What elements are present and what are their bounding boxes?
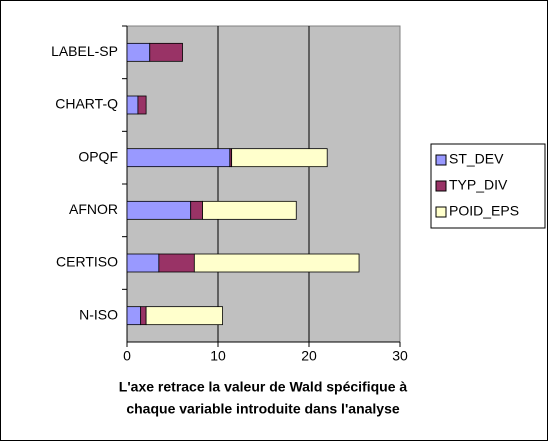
legend-label: POID_EPS (449, 203, 519, 219)
legend-swatch (435, 206, 447, 218)
bar (149, 42, 183, 62)
bar (126, 200, 192, 220)
bar (158, 253, 195, 273)
x-tick-label: 20 (301, 348, 317, 364)
legend-label: ST_DEV (449, 151, 504, 167)
legend-label: TYP_DIV (449, 177, 508, 193)
bar (126, 253, 160, 273)
bar (140, 306, 147, 326)
legend-swatch (435, 154, 447, 166)
bar (126, 148, 231, 168)
x-tick-label: 0 (123, 348, 131, 364)
bar (202, 200, 297, 220)
bar (190, 200, 203, 220)
y-tick-label: LABEL-SP (51, 43, 118, 59)
bar (193, 253, 360, 273)
bar (126, 95, 139, 115)
bar (145, 306, 223, 326)
x-axis-title: chaque variable introduite dans l'analys… (126, 401, 400, 417)
y-tick-label: AFNOR (69, 201, 118, 217)
y-tick-label: N-ISO (79, 306, 118, 322)
x-axis-title: L'axe retrace la valeur de Wald spécifiq… (119, 379, 408, 395)
bar (231, 148, 328, 168)
plot-area (126, 25, 401, 343)
bar (126, 42, 151, 62)
y-tick-label: CERTISO (56, 254, 118, 270)
legend-swatch (435, 180, 447, 192)
legend (430, 143, 546, 229)
x-tick-label: 30 (392, 348, 408, 364)
bar (137, 95, 147, 115)
y-tick-label: OPQF (78, 148, 118, 164)
x-tick-label: 10 (210, 348, 226, 364)
bar (126, 306, 142, 326)
y-tick-label: CHART-Q (55, 96, 118, 112)
